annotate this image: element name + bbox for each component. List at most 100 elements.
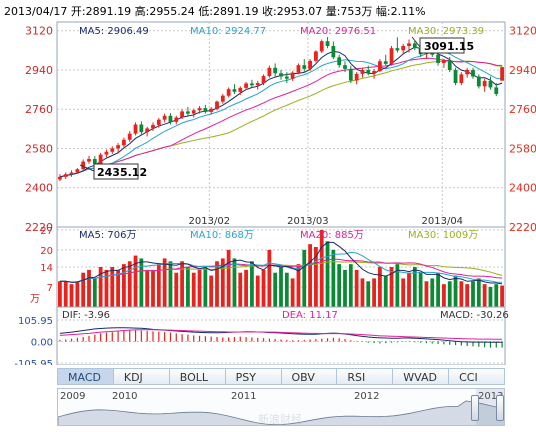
volume-bar [395,264,400,307]
volume-bar [232,258,237,307]
volume-bar [348,264,353,307]
candle-body [116,145,120,149]
volume-bar [261,269,266,307]
tab-rsi[interactable]: RSI [337,368,394,385]
candle-body [459,74,464,84]
candle-body [366,69,371,74]
volume-bar [488,287,493,307]
nav-year-2011: 2011 [231,391,257,402]
macd-lines [59,327,503,343]
volume-bar [389,267,394,307]
volume-bar [366,281,371,307]
volume-bar [81,272,86,307]
candle-body [255,83,260,86]
volume-bar [75,281,80,307]
candle-body [69,172,74,175]
tab-kdj[interactable]: KDJ [113,368,170,385]
volume-bar [186,267,190,307]
volume-bar [180,261,184,307]
candle-body [104,151,109,155]
quote-header: 2013/04/17 开:2891.19 高:2955.24 低:2891.19… [4,3,426,19]
volume-bar [226,249,231,307]
candle-body [314,51,318,61]
candle-body [92,158,97,164]
volume-bar [156,264,161,307]
volume-bar [284,272,289,307]
macd-tick: 0.00 [31,338,53,349]
volume-bar [343,269,347,307]
volume-bar [238,272,243,307]
candle-body [191,110,196,114]
candle-body [250,83,254,86]
volume-bar [302,249,307,307]
candle-body [395,48,400,51]
nav-year-2010: 2010 [112,391,138,402]
tab-boll[interactable]: BOLL [169,368,226,385]
volume-bar [209,275,214,307]
volume-ma-lines [59,241,503,285]
ma5-label: MA5: 2906.49 [79,26,149,37]
candle-body [87,158,91,162]
candle-body [244,83,248,88]
candle-body [75,169,80,173]
volume-bar [203,267,208,307]
candle-body [238,87,243,92]
volume-bar [174,272,179,307]
volume-bar [319,229,324,307]
candle-body [139,124,144,133]
navigator-right-handle[interactable] [496,395,504,421]
tab-psy[interactable]: PSY [225,368,282,385]
time-range-navigator[interactable]: 2009 2010 2011 2012 2013 新浪财经 [57,388,505,426]
tab-macd[interactable]: MACD [57,368,114,385]
candlesticks[interactable] [58,37,504,182]
candle-body [180,111,184,118]
date-tick: 2013/02 [189,216,231,227]
price-tick-right: 2580 [509,142,536,155]
navigator-left-handle[interactable] [471,395,479,421]
high-marker-label: 3091.15 [424,40,474,53]
stock-chart[interactable]: 3120 3120 2940 2940 2760 2760 2580 2580 2400 2400… [0,0,536,365]
volume-bars[interactable] [58,229,504,307]
ma30-label: MA30: 2973.39 [408,26,484,37]
volume-bar [430,278,435,307]
candle-body [500,67,504,81]
tab-obv[interactable]: OBV [281,368,338,385]
candle-body [302,65,307,69]
volume-bar [98,267,103,307]
price-axis: 3120 3120 2940 2940 2760 2760 2580 2580 2400 2400… [25,25,536,234]
nav-year-2012: 2012 [354,391,380,402]
quote-high: 高:2955.24 [134,5,195,18]
candle-body [401,45,406,51]
candle-body [284,76,289,79]
volume-bar [273,272,278,307]
price-tick-left: 2760 [25,103,53,116]
volume-bar [325,241,330,307]
volume-ma5-line [59,241,503,285]
volume-bar [471,281,475,307]
macd-tick: -105.95 [14,359,53,365]
volume-bar [215,261,219,307]
volume-bar [87,269,91,307]
volume-bar [360,278,365,307]
candle-body [476,76,481,87]
volume-bar [168,261,173,307]
volume-bar [69,284,74,307]
candle-body [354,73,359,81]
candle-body [360,69,365,74]
volume-bar [151,269,155,307]
vol-ma10-label: MA10: 868万 [190,230,254,241]
candle-body [471,69,475,77]
candle-body [290,72,295,79]
volume-bar [407,272,411,307]
candle-body [372,71,376,74]
nav-year-2013: 2013 [478,391,504,402]
macd-histogram [59,330,503,348]
volume-bar [104,269,109,307]
candle-body [151,124,155,129]
low-marker-label: 2435.12 [97,166,147,179]
tab-wvad[interactable]: WVAD [393,368,450,385]
volume-bar [58,281,62,307]
tab-cci[interactable]: CCI [449,368,505,385]
volume-tick: 7 [47,283,53,294]
candle-body [168,115,173,122]
